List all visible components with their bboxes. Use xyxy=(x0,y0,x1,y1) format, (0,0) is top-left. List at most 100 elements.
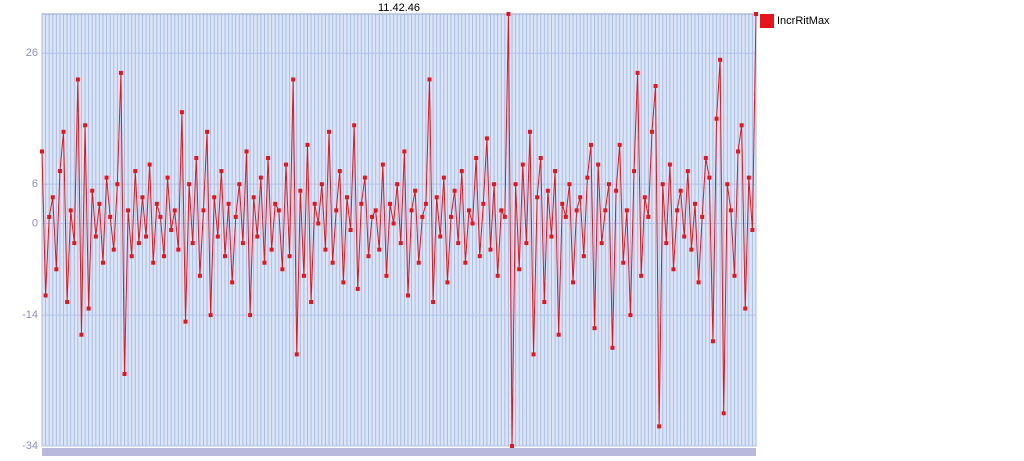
point xyxy=(316,221,321,226)
point xyxy=(75,77,80,82)
point xyxy=(632,169,637,174)
point xyxy=(693,201,698,206)
point xyxy=(133,169,138,174)
point xyxy=(230,280,235,285)
point xyxy=(696,280,701,285)
point xyxy=(492,182,497,187)
point xyxy=(215,234,220,239)
point xyxy=(136,241,141,246)
point xyxy=(732,273,737,278)
point xyxy=(434,195,439,200)
point xyxy=(334,208,339,213)
point xyxy=(129,254,134,259)
point xyxy=(571,280,576,285)
point xyxy=(743,306,748,311)
point xyxy=(355,286,360,291)
point xyxy=(466,208,471,213)
point xyxy=(65,300,70,304)
point xyxy=(294,352,299,357)
point xyxy=(57,169,62,174)
point xyxy=(61,129,66,134)
point xyxy=(420,214,425,219)
point xyxy=(86,306,91,311)
point xyxy=(463,260,468,265)
point xyxy=(542,300,547,304)
point xyxy=(614,188,619,193)
point xyxy=(524,241,529,246)
point xyxy=(212,195,217,200)
point xyxy=(176,247,181,252)
point xyxy=(140,195,145,200)
point xyxy=(510,444,515,448)
y-tick-label: 6 xyxy=(32,178,38,190)
point xyxy=(262,260,267,265)
point xyxy=(517,267,522,272)
legend-swatch xyxy=(760,14,774,28)
point xyxy=(682,234,687,239)
point xyxy=(161,254,166,259)
point xyxy=(154,201,159,206)
point xyxy=(423,201,428,206)
point xyxy=(97,201,102,206)
point xyxy=(578,195,583,200)
point xyxy=(72,241,77,246)
point xyxy=(327,129,332,134)
point xyxy=(703,156,708,160)
point xyxy=(118,70,123,75)
point xyxy=(187,182,192,187)
point xyxy=(531,352,536,357)
point xyxy=(90,188,95,193)
point xyxy=(567,182,572,187)
point xyxy=(675,208,680,213)
point xyxy=(502,214,507,219)
point xyxy=(456,241,461,246)
point xyxy=(603,208,608,213)
point xyxy=(240,241,245,246)
point xyxy=(527,129,532,134)
point xyxy=(560,201,565,206)
point xyxy=(610,345,615,350)
point xyxy=(201,208,206,213)
point xyxy=(710,339,715,344)
point xyxy=(219,169,224,174)
point xyxy=(754,12,758,16)
point xyxy=(513,182,518,187)
point xyxy=(639,273,644,278)
point xyxy=(398,241,403,246)
point xyxy=(657,424,662,429)
point xyxy=(237,182,242,187)
point xyxy=(68,208,73,213)
point xyxy=(642,195,647,200)
point xyxy=(380,162,385,167)
point xyxy=(183,319,188,324)
point xyxy=(438,234,443,239)
point xyxy=(269,247,274,252)
point xyxy=(667,162,672,167)
point xyxy=(255,234,260,239)
point xyxy=(359,201,364,206)
point xyxy=(233,214,238,219)
point xyxy=(574,208,579,213)
point xyxy=(362,175,367,180)
point xyxy=(621,260,626,265)
point xyxy=(40,149,44,154)
point xyxy=(280,267,285,272)
point xyxy=(484,136,489,141)
point xyxy=(750,228,755,232)
point xyxy=(244,149,249,154)
point xyxy=(344,195,349,200)
point xyxy=(158,214,163,219)
point xyxy=(43,293,48,298)
point xyxy=(588,142,593,147)
point xyxy=(151,260,156,265)
point xyxy=(208,313,213,318)
point xyxy=(746,175,751,180)
point xyxy=(108,214,113,219)
point xyxy=(190,241,195,246)
point xyxy=(122,372,127,376)
point xyxy=(628,313,633,318)
point xyxy=(54,267,59,272)
point xyxy=(700,214,705,219)
point xyxy=(452,188,457,193)
